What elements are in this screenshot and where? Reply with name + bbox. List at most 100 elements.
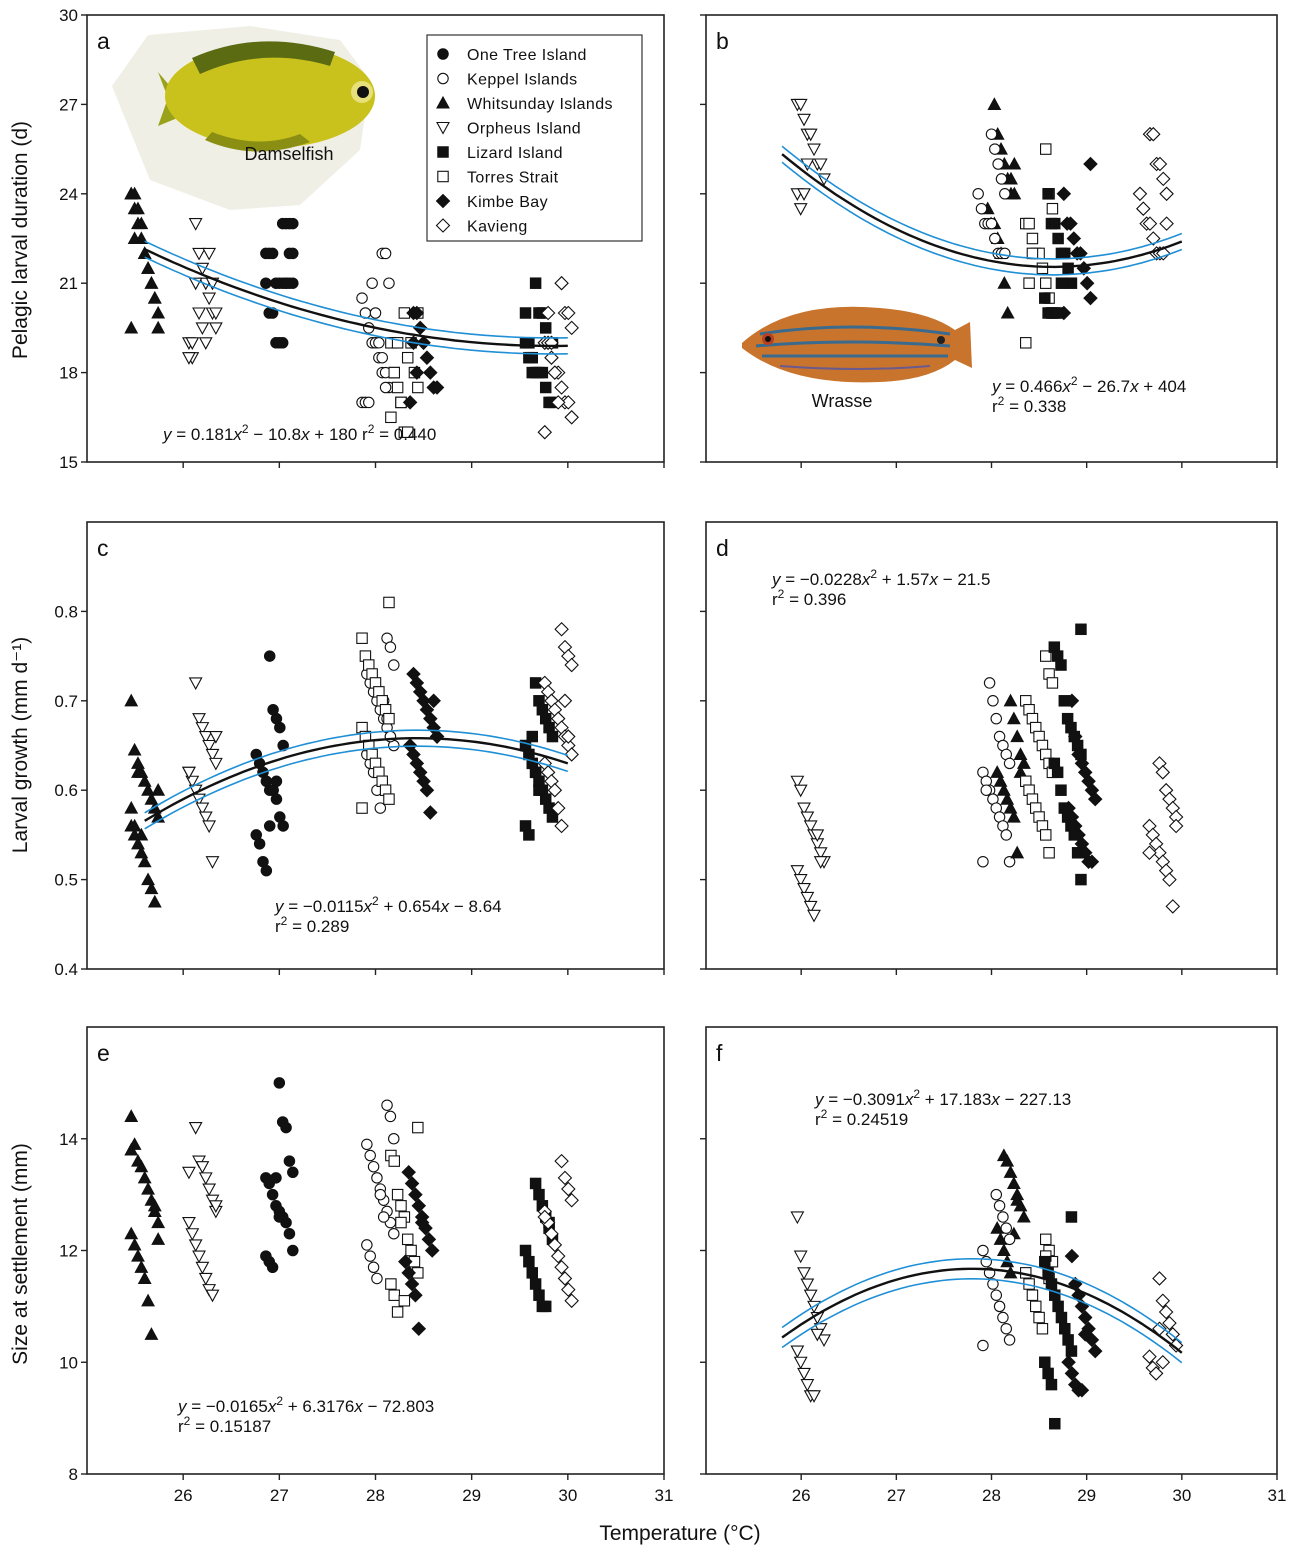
data-point	[208, 307, 223, 321]
data-point	[131, 201, 145, 215]
data-point	[127, 231, 142, 245]
series-whitsunday-islands	[124, 1109, 166, 1340]
data-point	[564, 320, 579, 336]
data-point	[1155, 765, 1171, 780]
data-point	[519, 1244, 532, 1257]
data-point	[277, 820, 289, 832]
data-point	[529, 766, 542, 779]
data-point	[547, 782, 563, 798]
data-point	[807, 909, 821, 923]
ytick-label: 14	[59, 1130, 78, 1149]
data-point	[1023, 217, 1035, 230]
data-point	[141, 1293, 155, 1307]
equation-line-2: r2 = 0.24519	[815, 1107, 908, 1129]
data-point	[1155, 1293, 1171, 1309]
series-torres-strait	[1020, 650, 1059, 859]
data-point	[800, 1278, 815, 1292]
series-lizard-island	[519, 277, 559, 409]
data-point	[554, 622, 569, 637]
panel-c: 0.4 0.5 0.6 0.7 0.8 c y = −0.0115x2 + 0.654x −…	[54, 521, 665, 979]
data-point	[797, 882, 811, 896]
data-point	[1003, 855, 1016, 868]
panel-label-c: c	[97, 535, 109, 561]
ytick-label: 0.6	[54, 781, 78, 800]
data-point	[266, 1188, 279, 1201]
ytick-label: 30	[59, 6, 78, 25]
data-point	[401, 1164, 416, 1180]
data-point	[554, 1153, 569, 1169]
data-point	[1033, 1311, 1045, 1324]
data-point	[977, 855, 989, 868]
data-point	[557, 693, 573, 709]
ytick-label: 15	[59, 453, 78, 472]
data-point	[793, 98, 808, 112]
ci-upper-line	[144, 729, 569, 814]
series-kimbe-bay	[1061, 693, 1103, 869]
legend-marker	[437, 170, 449, 183]
data-point	[1146, 126, 1161, 142]
data-point	[537, 1209, 553, 1225]
data-point	[1006, 711, 1021, 725]
data-point	[997, 276, 1012, 289]
data-point	[1065, 277, 1078, 289]
panel-e: 8 10 12 14 26 27 28 29 30 31 e y = −0.0165x2 + 6.31…	[59, 1026, 673, 1505]
data-point	[151, 783, 166, 796]
damselfish-illustration: Damselfish	[112, 26, 375, 210]
data-point	[409, 365, 425, 380]
data-point	[137, 1271, 152, 1284]
data-point	[419, 350, 435, 365]
data-point	[1036, 262, 1049, 275]
data-point	[1039, 292, 1051, 304]
legend-item-orpheus-island: Orpheus Island	[436, 121, 581, 138]
data-point	[127, 818, 142, 832]
legend-label: Orpheus Island	[467, 121, 581, 138]
data-point	[1142, 216, 1158, 231]
data-point	[401, 426, 414, 438]
data-point	[554, 380, 569, 395]
equation-line-2: r2 = 0.289	[275, 914, 349, 936]
series-kavieng	[1142, 756, 1184, 914]
data-point	[1083, 290, 1098, 306]
data-point	[993, 1232, 1008, 1245]
data-point	[1049, 217, 1061, 230]
data-point	[188, 677, 203, 691]
data-point	[1042, 1367, 1054, 1380]
data-point	[797, 188, 811, 201]
data-point	[996, 783, 1011, 796]
data-point	[1064, 1366, 1080, 1381]
equation-line-2: r2 = 0.15187	[178, 1414, 271, 1436]
data-point	[198, 1272, 213, 1286]
data-point	[369, 307, 382, 319]
data-point	[561, 729, 576, 744]
panels-layer: 15 18 21 24 27 30 a y = 0.181x2 − 10.8x + 180 r…	[54, 6, 1287, 1505]
panel-label-e: e	[97, 1040, 110, 1066]
xtick-label: 31	[1268, 1486, 1287, 1505]
data-point	[404, 1276, 420, 1292]
data-point	[999, 247, 1011, 260]
data-point	[519, 307, 532, 319]
legend-label: Kavieng	[467, 219, 528, 236]
data-point	[384, 641, 397, 653]
data-point	[127, 1237, 142, 1251]
data-point	[367, 1261, 380, 1274]
data-point	[263, 650, 276, 662]
data-point	[790, 1211, 805, 1225]
data-point	[813, 856, 828, 869]
ylabel-row-2: Larval growth (mm d⁻¹)	[9, 637, 32, 853]
ci-lower-line	[144, 256, 568, 355]
data-point	[388, 1133, 400, 1145]
data-point	[526, 366, 539, 379]
data-point	[273, 1211, 286, 1223]
data-point	[408, 1287, 423, 1303]
data-point	[283, 1155, 296, 1167]
ci-upper-line	[781, 145, 1183, 260]
data-point	[1142, 845, 1157, 861]
data-point	[356, 802, 368, 814]
equation-line-1: y = −0.0165x2 + 6.3176x − 72.803	[177, 1394, 434, 1416]
data-point	[1077, 1310, 1093, 1325]
data-point	[124, 1226, 139, 1240]
data-point	[273, 1077, 286, 1089]
xtick-label: 27	[270, 1486, 289, 1505]
data-point	[557, 1170, 573, 1186]
data-point	[813, 158, 828, 172]
